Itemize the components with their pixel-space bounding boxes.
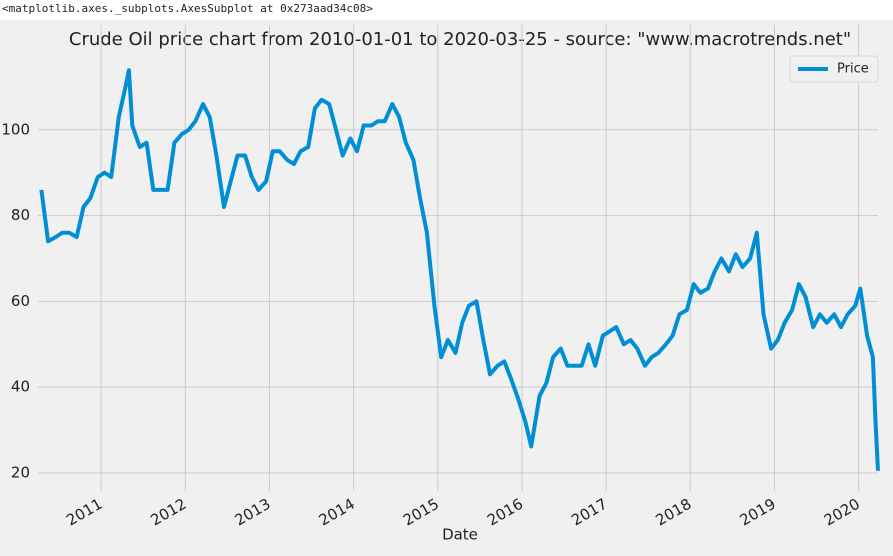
y-tick-label: 40 <box>11 378 30 396</box>
price-line <box>39 68 880 471</box>
x-axis-label: Date <box>442 526 478 544</box>
figure-background <box>0 20 893 556</box>
legend-label: Price <box>837 62 869 77</box>
y-tick-label: 80 <box>11 206 30 224</box>
legend-box <box>789 55 879 83</box>
y-tick-label: 100 <box>1 120 30 138</box>
output-text: <matplotlib.axes._subplots.AxesSubplot a… <box>2 2 373 15</box>
y-tick-label: 20 <box>11 463 30 481</box>
chart-title: Crude Oil price chart from 2010-01-01 to… <box>69 29 851 50</box>
y-tick-label: 60 <box>11 292 30 310</box>
